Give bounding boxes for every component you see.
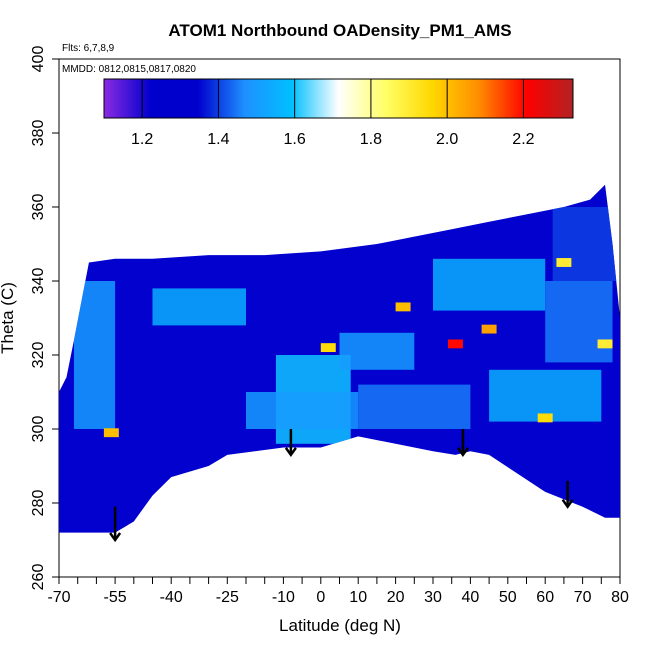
down-arrow-icon	[284, 429, 297, 458]
heatmap-cell	[152, 288, 246, 326]
x-axis: -70 -55 -40 -25 -10 0 10 20 30 40 50 60 70 80	[47, 576, 629, 606]
x-tick-label: 40	[462, 589, 480, 606]
dates-label: MMDD: 0812,0815,0817,0820	[62, 64, 196, 75]
x-axis-title: Latitude (deg N)	[279, 616, 401, 635]
colorbar-tick-label: 1.8	[360, 131, 382, 148]
heatmap-hotspot	[481, 324, 497, 334]
heatmap-cells	[73, 207, 620, 444]
heatmap-cell	[489, 369, 602, 422]
down-arrow-icon	[109, 506, 122, 543]
heatmap-hotspot	[447, 339, 463, 349]
x-tick-label: -25	[216, 589, 239, 606]
colorbar-ticks: 1.2 1.4 1.6 1.8 2.0 2.2	[131, 79, 535, 148]
heatmap-cell	[433, 258, 546, 311]
y-tick-label: 400	[30, 46, 47, 73]
colorbar-tick-label: 1.6	[284, 131, 306, 148]
x-tick-label: 60	[536, 589, 554, 606]
x-tick-label: -55	[104, 589, 127, 606]
x-tick-label: 20	[387, 589, 405, 606]
heatmap-hotspot	[597, 339, 613, 349]
y-axis: 260 280 300 320 340 360 380 400	[30, 46, 59, 591]
heatmap-cell	[545, 281, 613, 363]
heatmap-hotspot	[556, 258, 572, 267]
heatmap-cell	[358, 384, 471, 429]
heatmap-hotspot	[320, 343, 336, 353]
heatmap-hotspot	[103, 428, 119, 438]
x-tick-label: 10	[349, 589, 367, 606]
heatmap-layer	[59, 184, 620, 533]
y-tick-label: 340	[30, 268, 47, 295]
x-tick-label: 0	[316, 589, 325, 606]
y-tick-label: 380	[30, 120, 47, 147]
x-tick-label: 70	[574, 589, 592, 606]
colorbar	[103, 78, 574, 119]
y-tick-label: 320	[30, 342, 47, 369]
y-tick-label: 300	[30, 416, 47, 443]
heatmap-hotspot	[537, 413, 553, 423]
colorbar-tick-label: 1.4	[207, 131, 229, 148]
colorbar-tick-label: 2.2	[512, 131, 534, 148]
arrow-markers	[109, 429, 574, 543]
x-tick-label: -10	[272, 589, 295, 606]
colorbar-tick-label: 2.0	[436, 131, 458, 148]
heatmap-cell	[552, 207, 620, 281]
heatmap-hotspot	[395, 302, 411, 312]
heatmap-cell	[339, 332, 415, 370]
y-tick-label: 360	[30, 194, 47, 221]
x-tick-label: -70	[47, 589, 70, 606]
y-tick-label: 260	[30, 564, 47, 591]
y-axis-title: Theta (C)	[0, 282, 17, 354]
x-tick-label: 30	[424, 589, 442, 606]
heatmap-cell	[246, 392, 359, 429]
flights-label: Flts: 6,7,8,9	[62, 43, 115, 54]
heatmap-cell	[73, 281, 116, 429]
x-tick-label: 80	[611, 589, 629, 606]
x-tick-label: -40	[160, 589, 183, 606]
x-tick-label: 50	[499, 589, 517, 606]
y-tick-label: 280	[30, 490, 47, 517]
down-arrow-icon	[456, 429, 469, 458]
down-arrow-icon	[561, 480, 574, 509]
colorbar-tick-label: 1.2	[131, 131, 153, 148]
chart-title: ATOM1 Northbound OADensity_PM1_AMS	[168, 21, 511, 40]
